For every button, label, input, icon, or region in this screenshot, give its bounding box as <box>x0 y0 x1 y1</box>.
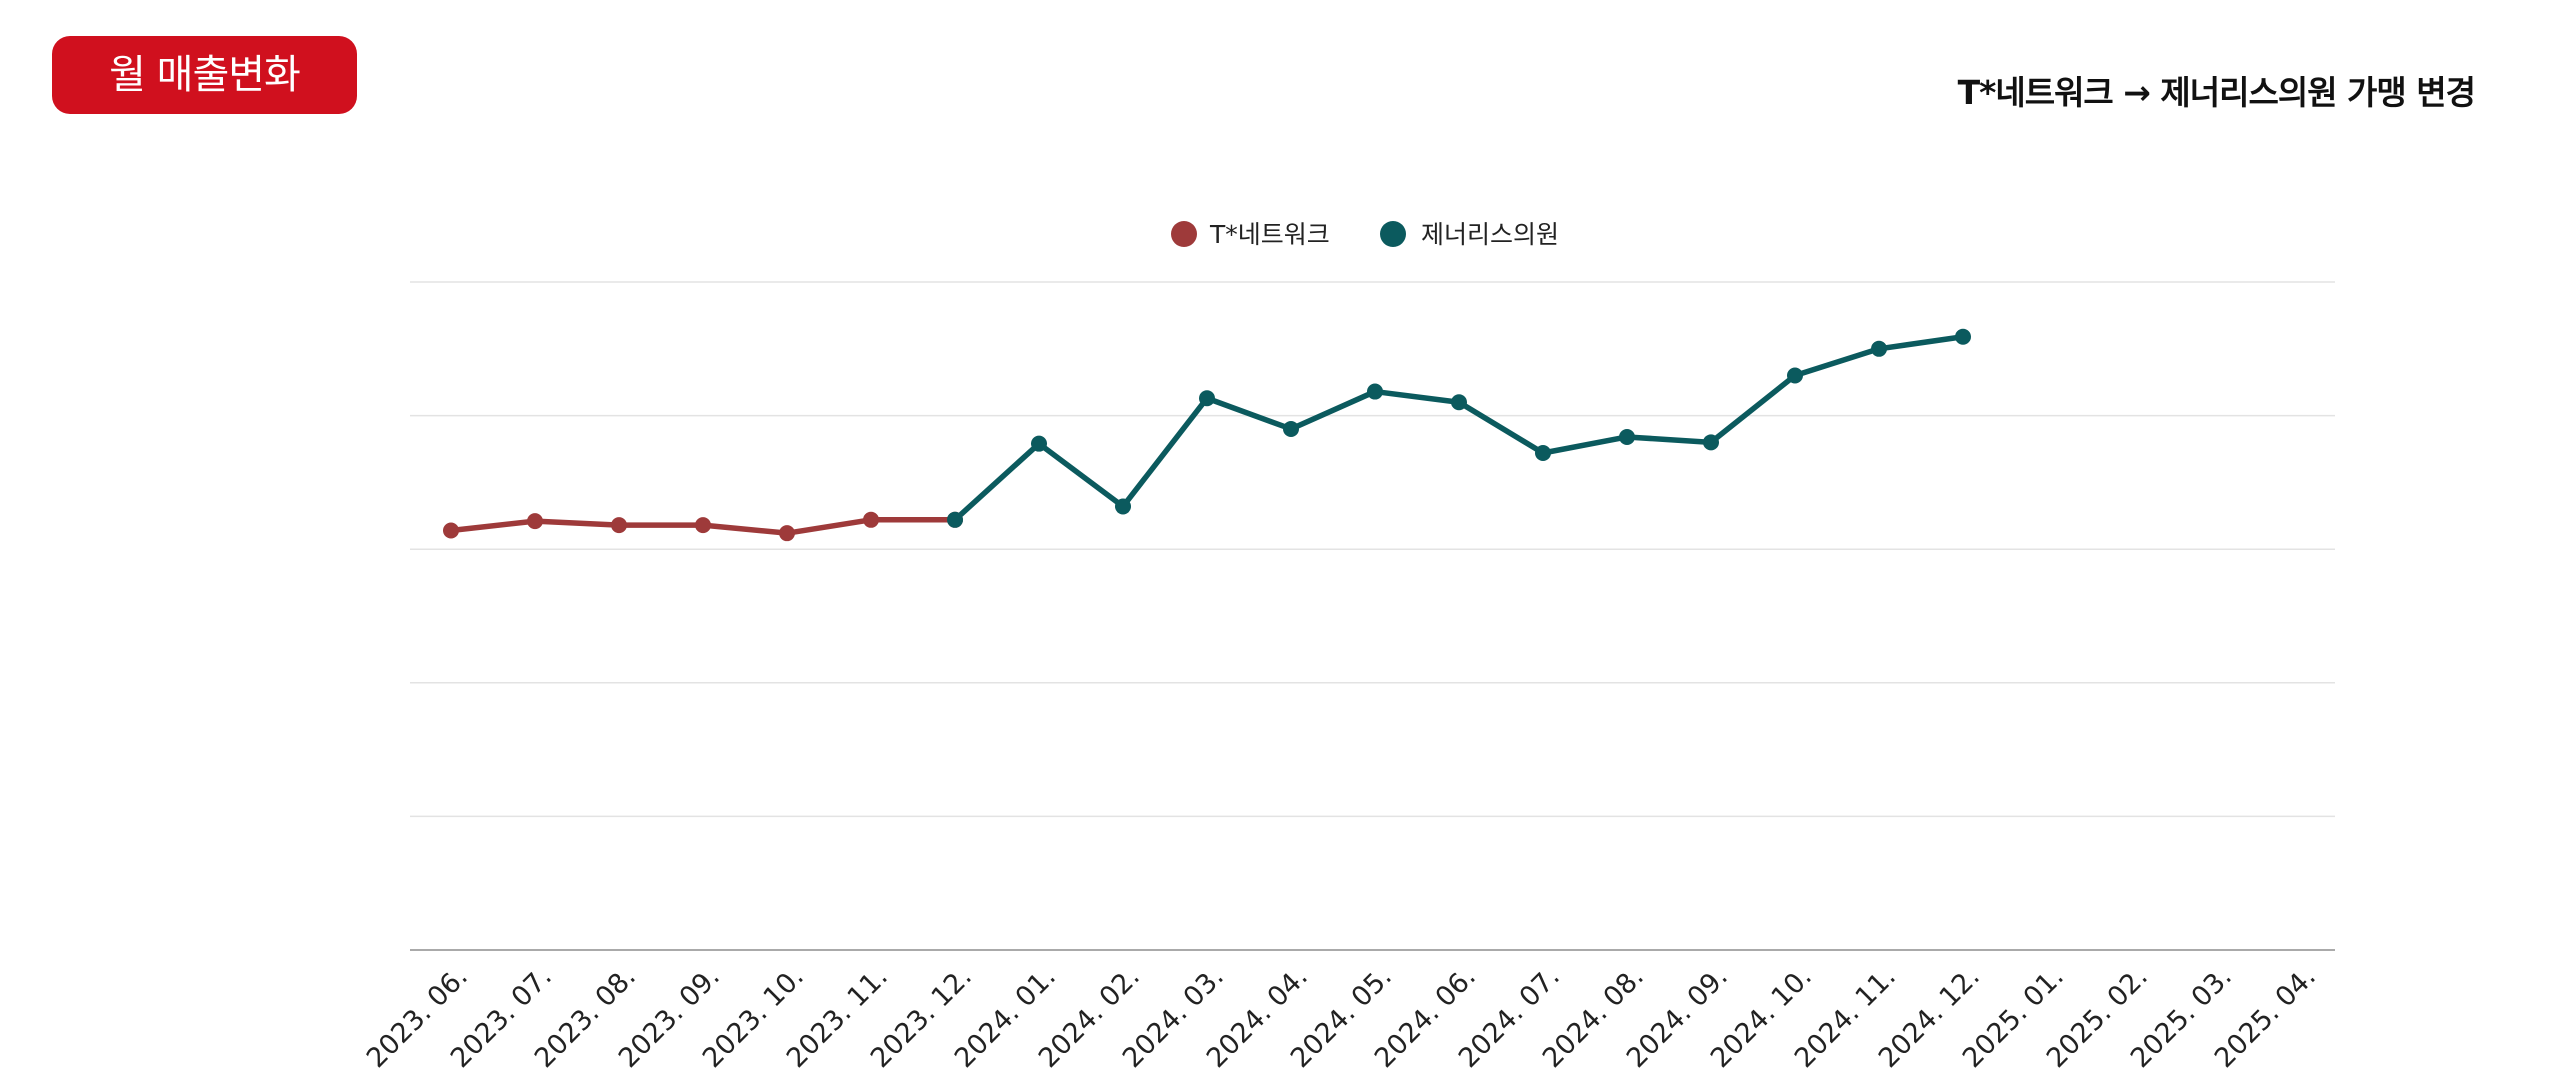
data-point <box>1031 435 1047 452</box>
data-point <box>611 517 627 534</box>
data-point <box>947 511 963 528</box>
headline: T*네트워크 → 제너리스의원 가맹 변경 <box>1957 73 2476 112</box>
data-point <box>1703 434 1719 451</box>
data-point <box>1199 390 1215 407</box>
data-point <box>695 517 711 534</box>
legend-label: T*네트워크 <box>1209 220 1330 249</box>
series-line-1 <box>952 334 1966 523</box>
data-point <box>1787 367 1803 384</box>
data-point <box>1619 428 1635 445</box>
legend: T*네트워크 제너리스의원 <box>1171 220 1559 249</box>
data-point <box>779 525 795 542</box>
legend-label: 제너리스의원 <box>1421 220 1559 249</box>
series-lines <box>448 334 1966 536</box>
data-point <box>1367 383 1383 400</box>
data-point <box>1535 445 1551 462</box>
x-tick-labels: 2023. 06.2023. 07.2023. 08.2023. 09.2023… <box>361 961 2322 1074</box>
monthly-sales-badge: 월 매출변화 <box>52 36 357 114</box>
data-point <box>1115 498 1131 515</box>
data-point <box>1955 328 1971 345</box>
data-point <box>1451 394 1467 411</box>
grid-lines <box>410 281 2335 818</box>
data-point <box>863 511 879 528</box>
data-points <box>443 328 1971 542</box>
data-point <box>1871 340 1887 357</box>
data-point <box>1283 420 1299 437</box>
legend-marker <box>1171 221 1197 247</box>
data-point <box>527 513 543 530</box>
data-point <box>443 522 459 539</box>
legend-marker <box>1380 221 1406 247</box>
